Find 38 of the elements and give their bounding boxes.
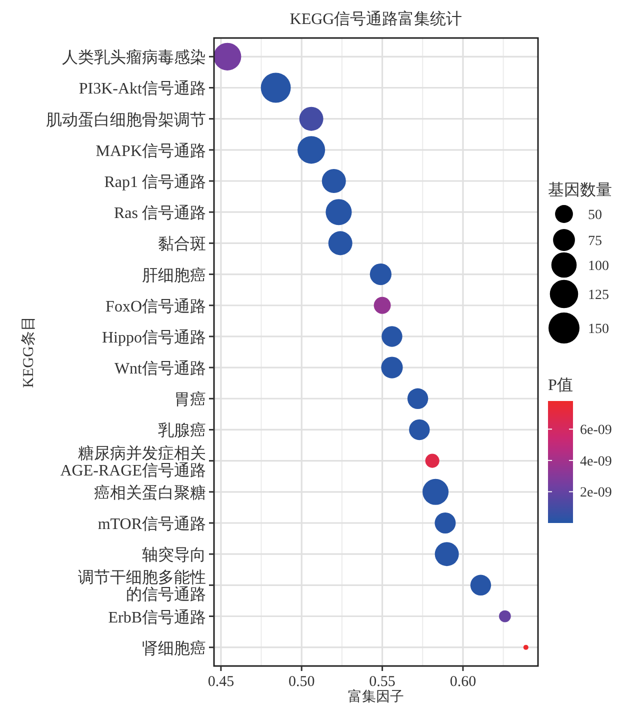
color-bar-title: P值 [548,377,573,394]
y-tick-label: Ras 信号通路 [114,204,206,222]
y-tick-label: FoxO信号通路 [106,297,206,316]
y-tick-label: Hippo信号通路 [102,328,206,346]
y-tick-label: MAPK信号通路 [96,142,206,160]
y-tick-label: mTOR信号通路 [98,514,206,533]
legend-label: 125 [588,288,609,303]
y-tick-label: 乳腺癌 [158,422,206,440]
y-tick-label: Rap1 信号通路 [104,173,206,192]
size-legend: 50 75 100 125 150 [548,205,609,344]
y-tick-label: 黏合斑 [158,235,206,254]
y-axis-title: KEGG条目 [20,316,37,388]
legend-label: 50 [588,208,602,223]
x-axis-title: 富集因子 [348,689,404,703]
x-tick-label: 0.45 [208,674,234,690]
y-tick-label: ErbB信号通路 [108,608,206,626]
y-tick-label: Wnt信号通路 [114,360,206,378]
y-tick-label: 调节干细胞多能性的信号通路 [78,568,206,604]
x-tick-label: 0.50 [288,674,315,690]
legend-title: 基因数量 [548,181,612,199]
legend-label: 150 [588,322,609,337]
y-tick-label: 胃癌 [174,390,206,409]
color-bar-label: 2e-09 [580,486,612,501]
color-bar-label: 6e-09 [580,423,612,438]
x-tick-label: 0.60 [450,674,476,690]
y-tick-label: PI3K-Akt信号通路 [78,80,206,98]
chart-title: KEGG信号通路富集统计 [290,10,462,28]
color-bar-label: 4e-09 [580,454,612,470]
y-tick-label: 肾细胞癌 [142,639,206,658]
y-tick-label: 人类乳头瘤病毒感染 [62,48,206,67]
y-tick-label: 肝细胞癌 [142,266,206,284]
y-tick-label: 糖尿病并发症相关AGE-RAGE信号通路 [60,444,206,480]
legend-label: 75 [588,234,602,249]
x-tick-label: 0.55 [369,674,396,690]
legend-label: 100 [588,259,609,274]
y-tick-label: 轴突导向 [142,546,206,564]
y-tick-label: 癌相关蛋白聚糖 [94,484,206,502]
y-tick-label: 肌动蛋白细胞骨架调节 [46,110,206,129]
